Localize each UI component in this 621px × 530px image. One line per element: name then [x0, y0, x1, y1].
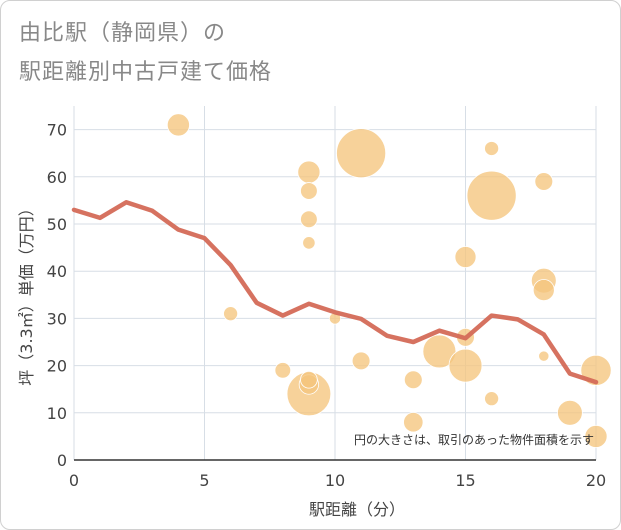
bubble-point: [297, 160, 321, 184]
chart-title-line2: 駅距離別中古戸建て価格: [19, 60, 273, 85]
x-tick-label: 0: [69, 471, 79, 490]
bubble-point: [534, 172, 554, 191]
bubble-point: [336, 128, 387, 179]
bubble-point: [300, 210, 318, 229]
grid-lines: [73, 106, 597, 461]
axis-ticks: 0 5 10 15 20 0 10 20 30 40 50 60 70: [47, 121, 607, 490]
bubble-point: [166, 113, 190, 137]
chart-title-line1: 由比駅（静岡県）の: [19, 21, 227, 46]
bubble-point: [538, 350, 550, 362]
x-tick-label: 10: [325, 471, 345, 490]
y-tick-label: 70: [47, 121, 67, 140]
x-tick-label: 5: [199, 471, 209, 490]
size-note: 円の大きさは、取引のあった物件面積を示す: [354, 432, 594, 447]
bubble-point: [584, 424, 608, 448]
bubble-point: [223, 306, 239, 322]
trend-series: [71, 200, 599, 385]
trend-line: [71, 200, 599, 385]
y-tick-label: 40: [47, 262, 67, 281]
x-axis-label: 駅距離（分）: [309, 500, 405, 519]
bubble-point: [557, 399, 583, 426]
y-tick-label: 0: [57, 451, 67, 470]
bubble-point: [484, 391, 500, 407]
x-tick-label: 15: [455, 471, 475, 490]
bubble-point: [532, 279, 555, 302]
bubble-point: [300, 370, 318, 389]
bubble-point: [403, 370, 423, 390]
bubble-point: [302, 236, 316, 250]
bubble-point: [422, 334, 457, 369]
bubble-point: [484, 141, 500, 156]
y-axis-label: 坪（3.3㎡）単価（万円）: [17, 200, 36, 385]
bubble-point: [351, 351, 371, 371]
bubble-point: [300, 182, 318, 200]
y-tick-label: 20: [47, 357, 67, 376]
bubble-point: [448, 348, 483, 383]
y-tick-label: 30: [47, 309, 67, 328]
y-tick-label: 50: [47, 215, 67, 234]
x-tick-label: 20: [586, 471, 606, 490]
bubble-point: [274, 362, 292, 379]
y-tick-label: 10: [47, 404, 67, 423]
bubble-series: [166, 113, 612, 448]
bubble-point: [403, 412, 424, 433]
bubble-point: [454, 246, 477, 269]
bubble-point: [466, 170, 517, 221]
y-tick-label: 60: [47, 168, 67, 187]
